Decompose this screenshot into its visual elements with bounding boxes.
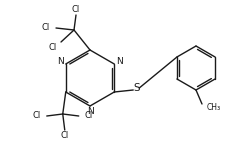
Text: Cl: Cl bbox=[49, 43, 57, 52]
Text: Cl: Cl bbox=[85, 112, 93, 121]
Text: N: N bbox=[87, 107, 93, 116]
Text: Cl: Cl bbox=[61, 131, 69, 140]
Text: S: S bbox=[133, 83, 139, 93]
Text: N: N bbox=[58, 57, 64, 66]
Text: CH₃: CH₃ bbox=[207, 103, 221, 112]
Text: N: N bbox=[116, 57, 122, 66]
Text: Cl: Cl bbox=[42, 24, 50, 33]
Text: Cl: Cl bbox=[72, 6, 80, 15]
Text: Cl: Cl bbox=[33, 112, 41, 121]
